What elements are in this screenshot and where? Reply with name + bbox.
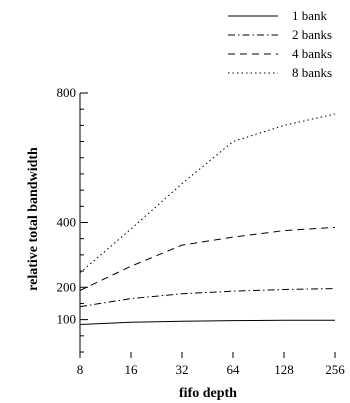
series-lines <box>79 113 336 325</box>
x-tick-label: 32 <box>176 362 189 377</box>
axes: 100 200 400 800 8 16 32 64 128 256 <box>57 85 346 377</box>
x-tick-label: 16 <box>125 362 139 377</box>
y-tick-label: 800 <box>57 85 77 100</box>
x-tick-label: 256 <box>325 362 345 377</box>
legend-label-3: 4 banks <box>292 46 332 61</box>
series-line-3 <box>79 226 336 291</box>
x-tick-label: 128 <box>274 362 294 377</box>
y-tick-label: 100 <box>57 312 77 327</box>
y-tick-label: 200 <box>57 279 77 294</box>
x-tick-label: 8 <box>77 362 84 377</box>
legend-label-1: 1 bank <box>292 8 328 23</box>
y-tick-label: 400 <box>57 215 77 230</box>
legend-label-2: 2 banks <box>292 27 332 42</box>
series-line-4 <box>79 113 336 274</box>
x-tick-label: 64 <box>227 362 241 377</box>
series-line-1 <box>79 319 335 325</box>
legend: 1 bank 2 banks 4 banks 8 banks <box>228 8 332 80</box>
legend-label-4: 8 banks <box>292 65 332 80</box>
y-axis-title: relative total bandwidth <box>26 147 41 291</box>
series-line-2 <box>79 288 336 308</box>
x-axis-title: fifo depth <box>179 386 237 401</box>
